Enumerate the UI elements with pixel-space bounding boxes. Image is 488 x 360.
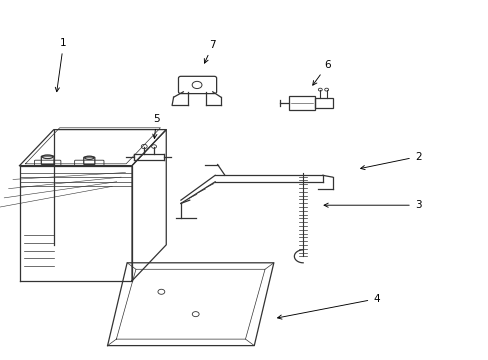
Text: 5: 5 <box>152 114 160 139</box>
Text: 2: 2 <box>360 152 421 170</box>
Text: 3: 3 <box>324 200 421 210</box>
Text: 6: 6 <box>312 60 330 85</box>
Text: 7: 7 <box>204 40 216 63</box>
Text: 4: 4 <box>277 294 379 319</box>
Text: 1: 1 <box>55 38 67 92</box>
